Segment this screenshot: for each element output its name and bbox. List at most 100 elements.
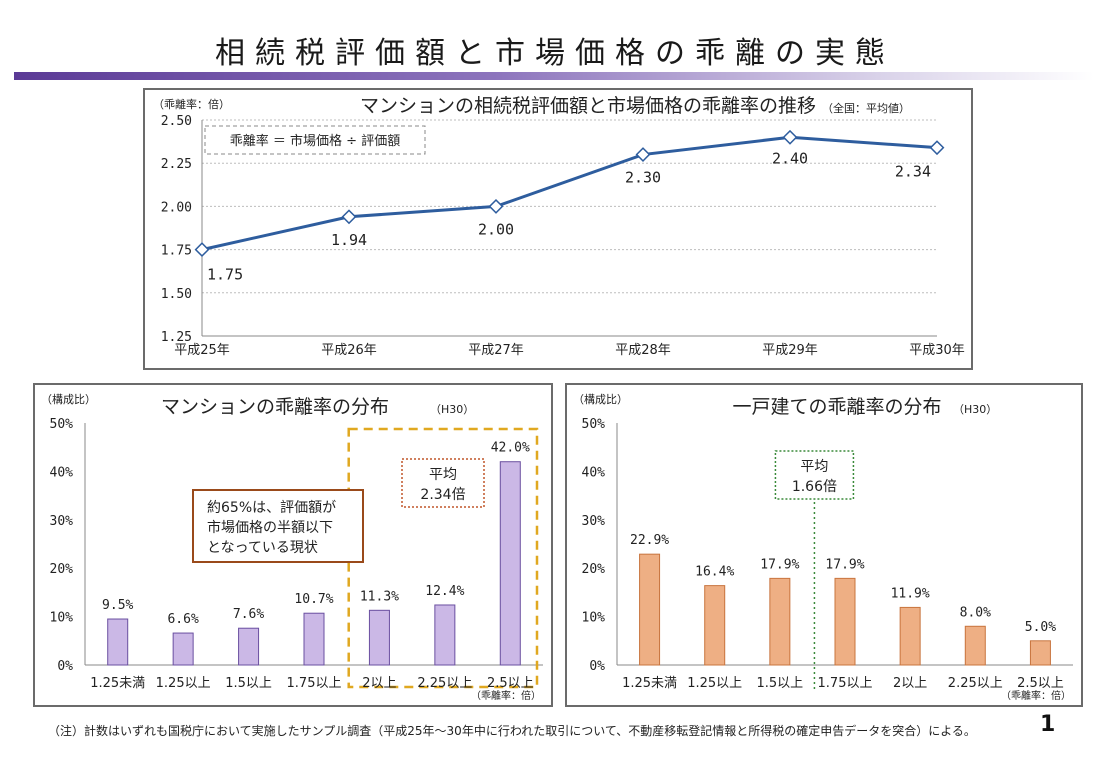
bar	[368, 609, 390, 666]
mansion-bar-chart-panel: （構成比） マンションの乖離率の分布 （H30） 0% 10% 20% 30% 40% 50% 9…	[33, 383, 553, 707]
bar-value-label: 42.0%	[491, 441, 530, 456]
mansion-distribution-chart: （構成比） マンションの乖離率の分布 （H30） 0% 10% 20% 30% 40% 50% 9…	[41, 393, 543, 702]
bar	[834, 577, 856, 666]
x-unit-label: （乖離率：倍）	[1001, 689, 1071, 702]
y-tick-label: 10%	[50, 611, 74, 626]
bar-value-label: 17.9%	[760, 557, 799, 572]
x-tick-label: 2.25以上	[948, 676, 1003, 691]
bar-value-label: 16.4%	[695, 565, 734, 580]
bar	[704, 585, 726, 666]
bar-value-label: 17.9%	[825, 557, 864, 572]
data-label: 2.00	[478, 220, 514, 238]
x-tick-label: 2.5以上	[1017, 676, 1064, 691]
average-value: 1.66倍	[792, 479, 837, 495]
bar	[434, 604, 456, 666]
series-line	[201, 135, 938, 252]
bar-value-label: 6.6%	[167, 612, 198, 627]
bar	[303, 612, 325, 666]
line-chart-panel: （乖離率：倍） マンションの相続税評価額と市場価格の乖離率の推移 （全国：平均値） 1…	[143, 88, 973, 370]
bar	[769, 577, 791, 666]
y-tick-label: 10%	[582, 611, 606, 626]
bar-value-label: 9.5%	[102, 598, 133, 613]
bar-value-label: 5.0%	[1025, 620, 1056, 635]
y-tick-label: 1.50	[161, 287, 192, 302]
footnote: （注）計数はいずれも国税庁において実施したサンプル調査（平成25年～30年中に行…	[48, 724, 976, 738]
average-box	[774, 450, 855, 500]
formula-text: 乖離率 ＝ 市場価格 ÷ 評価額	[230, 133, 400, 149]
x-tick-label: 2以上	[893, 676, 927, 691]
data-label: 2.34	[895, 163, 931, 181]
data-point	[782, 129, 798, 145]
bar-value-label: 10.7%	[294, 592, 333, 607]
title-underline-bar	[14, 72, 1094, 80]
x-tick-label: 平成30年	[909, 343, 965, 358]
y-tick-label: 50%	[50, 417, 74, 432]
y-tick-label: 2.00	[161, 200, 192, 215]
y-tick-label: 1.25	[161, 330, 192, 345]
data-point	[488, 198, 504, 214]
y-tick-label: 2.25	[161, 157, 192, 172]
callout-box	[192, 489, 364, 563]
x-tick-label: 平成28年	[615, 343, 671, 358]
chart-subtitle: （全国：平均値）	[822, 101, 910, 115]
y-tick-label: 2.50	[161, 114, 192, 129]
average-box	[401, 458, 485, 508]
y-tick-label: 50%	[582, 417, 606, 432]
callout-text: 約65%は、評価額が	[207, 500, 336, 516]
y-tick-label: 40%	[582, 465, 606, 480]
page-number: 1	[1040, 712, 1056, 737]
bar	[107, 618, 129, 666]
x-tick-label: 1.5以上	[757, 676, 804, 691]
x-tick-label: 平成26年	[321, 343, 377, 358]
line-chart: （乖離率：倍） マンションの相続税評価額と市場価格の乖離率の推移 （全国：平均値） 1…	[153, 95, 965, 358]
data-point	[929, 140, 945, 156]
page-title: 相続税評価額と市場価格の乖離の実態	[215, 36, 895, 71]
chart-title: 一戸建ての乖離率の分布	[732, 396, 941, 418]
callout-text: 市場価格の半額以下	[207, 519, 333, 536]
x-tick-label: 1.25以上	[156, 676, 211, 691]
bar-value-label: 12.4%	[425, 584, 464, 599]
average-label: 平均	[429, 467, 457, 483]
bar-value-label: 22.9%	[630, 533, 669, 548]
bar-value-label: 7.6%	[233, 607, 264, 622]
house-distribution-chart: （構成比） 一戸建ての乖離率の分布 （H30） 0% 10% 20% 30% 40% 50% 22…	[573, 393, 1073, 702]
data-point	[341, 209, 357, 225]
chart-title: マンションの乖離率の分布	[161, 396, 389, 418]
data-label: 1.94	[331, 231, 367, 249]
x-tick-label: 1.25未満	[622, 676, 677, 691]
bar	[899, 606, 921, 666]
x-tick-label: 2.25以上	[417, 676, 472, 691]
bar	[1029, 640, 1051, 666]
y-tick-label: 30%	[50, 514, 74, 529]
y-tick-label: 0%	[57, 659, 73, 674]
x-tick-label: 1.25以上	[687, 676, 742, 691]
data-label: 2.30	[625, 169, 661, 187]
x-tick-label: 1.75以上	[287, 676, 342, 691]
bar-value-label: 11.9%	[891, 586, 930, 601]
bar	[639, 553, 661, 666]
y-unit-label: （構成比）	[41, 393, 96, 406]
x-tick-label: 1.75以上	[818, 676, 873, 691]
y-tick-label: 20%	[582, 562, 606, 577]
y-tick-label: 40%	[50, 465, 74, 480]
x-tick-label: 2.5以上	[487, 676, 534, 691]
data-label: 2.40	[772, 149, 808, 167]
highlight-box	[347, 427, 539, 689]
bar-value-label: 8.0%	[960, 605, 991, 620]
average-value: 2.34倍	[420, 487, 465, 503]
x-tick-label: 1.5以上	[225, 676, 272, 691]
bar	[238, 627, 260, 666]
bar	[964, 625, 986, 666]
chart-title-suffix: （H30）	[953, 403, 997, 416]
bar	[499, 461, 521, 666]
bar-value-label: 11.3%	[360, 589, 399, 604]
average-label: 平均	[800, 459, 828, 475]
data-point	[635, 147, 651, 162]
x-tick-label: 平成27年	[468, 343, 524, 358]
data-label: 1.75	[207, 266, 243, 284]
y-tick-label: 1.75	[161, 244, 192, 259]
y-tick-label: 20%	[50, 562, 74, 577]
data-point	[194, 242, 210, 258]
chart-title-suffix: （H30）	[430, 403, 474, 416]
bar	[172, 632, 194, 666]
